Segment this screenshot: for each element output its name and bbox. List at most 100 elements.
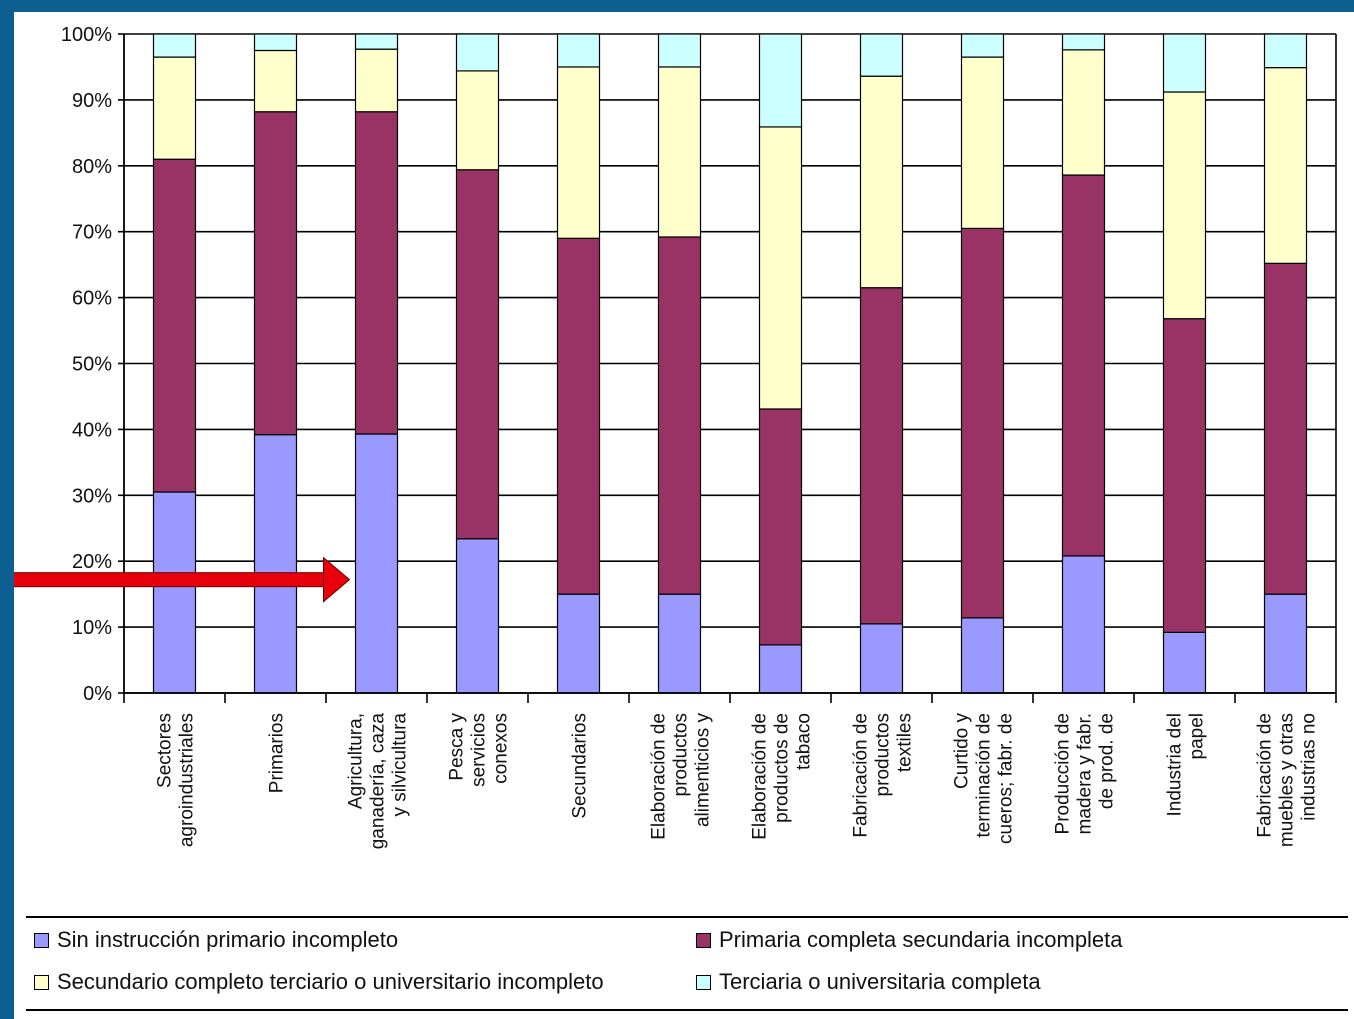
bar-segment-0-3: [152, 33, 197, 58]
x-category-label-0: Sectores agroindustriales: [155, 713, 198, 847]
x-category-label-0-line-0: Sectores: [155, 713, 176, 788]
x-category-label-7-line-2: textiles: [895, 713, 916, 772]
axes: [123, 34, 1337, 703]
x-category-label-2-line-0: Agricultura,: [346, 713, 367, 809]
x-category-label-3-line-0: Pesca y: [447, 713, 468, 781]
x-category-label-11-line-2: industrias no: [1299, 713, 1320, 821]
x-category-label-6-line-0: Elaboración de: [750, 713, 771, 840]
bar-segment-10-2: [1162, 91, 1207, 320]
x-category-label-8-line-0: Curtido y: [952, 713, 973, 790]
bar-segment-4-1: [556, 237, 601, 595]
bar-segment-8-0: [960, 617, 1005, 694]
x-category-label-9: Producción de madera y fabr. de prod. de: [1053, 713, 1118, 834]
x-category-label-10-line-1: papel: [1187, 713, 1208, 760]
bar-segment-1-0: [253, 434, 298, 694]
bar-segment-2-0: [354, 433, 399, 694]
x-category-label-3-line-2: conexos: [491, 713, 512, 784]
x-category-label-7: Fabricación de productos textiles: [851, 713, 916, 838]
bar-segment-1-3: [253, 33, 298, 52]
annotation-arrow: [14, 556, 351, 603]
x-category-label-5-line-0: Elaboración de: [649, 713, 670, 840]
gridlines: [124, 33, 1336, 694]
y-tick-label-3: 30%: [72, 485, 112, 507]
x-category-label-8: Curtido y terminación de cueros; fabr. de: [952, 713, 1017, 844]
bar-segment-3-3: [455, 33, 500, 72]
y-tick-label-8: 80%: [72, 156, 112, 178]
bars: [152, 33, 1308, 694]
x-category-label-11-line-1: muebles y otras: [1277, 713, 1298, 847]
bar-segment-7-3: [859, 33, 904, 77]
x-category-label-4-line-0: Secundarios: [570, 713, 591, 819]
x-category-label-5-line-2: alimenticios y: [693, 713, 714, 828]
x-category-label-7-line-0: Fabricación de: [851, 713, 872, 838]
chart-frame: 0% 10% 20% 30% 40% 50% 60% 70% 80% 90% 100% Sector…: [14, 12, 1354, 1019]
bar-segment-4-0: [556, 593, 601, 694]
y-tick-label-1: 10%: [72, 617, 112, 639]
y-tick-label-10: 100%: [61, 24, 112, 46]
x-category-label-9-line-2: de prod. de: [1097, 713, 1118, 809]
bar-segment-11-3: [1263, 33, 1308, 69]
bar-segment-0-0: [152, 491, 197, 694]
x-category-label-11: Fabricación de muebles y otras industrias …: [1255, 713, 1320, 847]
bar-segment-10-0: [1162, 631, 1207, 694]
bar-segment-1-1: [253, 111, 298, 436]
arrow-shaft: [14, 572, 326, 588]
x-category-label-7-line-1: productos: [873, 713, 894, 796]
x-category-label-8-line-1: terminación de: [974, 713, 995, 838]
x-category-label-2: Agricultura, ganadería, caza y silvicultur…: [346, 713, 411, 850]
x-category-label-8-line-2: cueros; fabr. de: [996, 713, 1017, 844]
bar-segment-6-0: [758, 644, 803, 694]
x-category-label-2-line-2: y silvicultura: [390, 713, 411, 817]
x-category-label-0-line-1: agroindustriales: [177, 713, 198, 847]
bar-segment-9-3: [1061, 33, 1106, 51]
y-tick-label-4: 40%: [72, 419, 112, 441]
x-category-label-9-line-1: madera y fabr.: [1075, 713, 1096, 834]
x-category-label-5-line-1: productos: [671, 713, 692, 796]
bar-segment-9-0: [1061, 555, 1106, 694]
y-tick-labels: 0% 10% 20% 30% 40% 50% 60% 70% 80% 90% 100%: [61, 24, 124, 705]
bar-segment-5-0: [657, 593, 702, 694]
x-category-label-11-line-0: Fabricación de: [1255, 713, 1276, 838]
bar-segment-11-0: [1263, 593, 1308, 694]
stacked-bar-chart: 0% 10% 20% 30% 40% 50% 60% 70% 80% 90% 100% Sector…: [14, 24, 1337, 850]
x-category-label-4: Secundarios: [570, 713, 591, 819]
bar-segment-8-1: [960, 227, 1005, 619]
bar-segment-0-1: [152, 158, 197, 493]
y-tick-label-9: 90%: [72, 90, 112, 112]
y-tick-label-7: 70%: [72, 222, 112, 244]
x-category-label-5: Elaboración de productos alimenticios y: [649, 713, 714, 840]
bar-segment-10-1: [1162, 318, 1207, 633]
y-tick-label-5: 50%: [72, 354, 112, 376]
bar-segment-2-2: [354, 48, 399, 113]
bar-segment-7-2: [859, 75, 904, 289]
bar-segment-9-2: [1061, 49, 1106, 176]
x-category-label-3: Pesca y servicios conexos: [447, 713, 512, 787]
x-category-label-10: Industria del papel: [1165, 713, 1208, 817]
x-category-label-6: Elaboración de productos de tabaco: [750, 713, 815, 840]
arrow-head: [323, 556, 351, 603]
bar-segment-4-3: [556, 33, 601, 68]
bar-segment-6-3: [758, 33, 803, 128]
x-category-label-9-line-0: Producción de: [1053, 713, 1074, 834]
bar-segment-11-1: [1263, 262, 1308, 595]
bar-segment-3-1: [455, 169, 500, 540]
bar-segment-9-1: [1061, 174, 1106, 557]
y-tick-label-2: 20%: [72, 551, 112, 573]
bar-segment-1-2: [253, 49, 298, 113]
bar-segment-4-2: [556, 66, 601, 239]
y-tick-label-0: 0%: [83, 683, 112, 705]
bar-segment-6-1: [758, 408, 803, 646]
y-tick-label-6: 60%: [72, 288, 112, 310]
x-category-label-10-line-0: Industria del: [1165, 713, 1186, 817]
x-category-label-1-line-0: Primarios: [267, 713, 288, 793]
bar-segment-5-3: [657, 33, 702, 68]
bar-segment-10-3: [1162, 33, 1207, 93]
bar-segment-8-2: [960, 56, 1005, 230]
x-category-label-6-line-2: tabaco: [794, 713, 815, 770]
x-category-label-3-line-1: servicios: [469, 713, 490, 787]
x-category-labels: Sectores agroindustriales Primarios Agricul…: [155, 713, 1320, 850]
bar-segment-0-2: [152, 56, 197, 160]
bar-segment-11-2: [1263, 67, 1308, 264]
bar-segment-7-1: [859, 287, 904, 625]
bar-segment-5-2: [657, 66, 702, 238]
